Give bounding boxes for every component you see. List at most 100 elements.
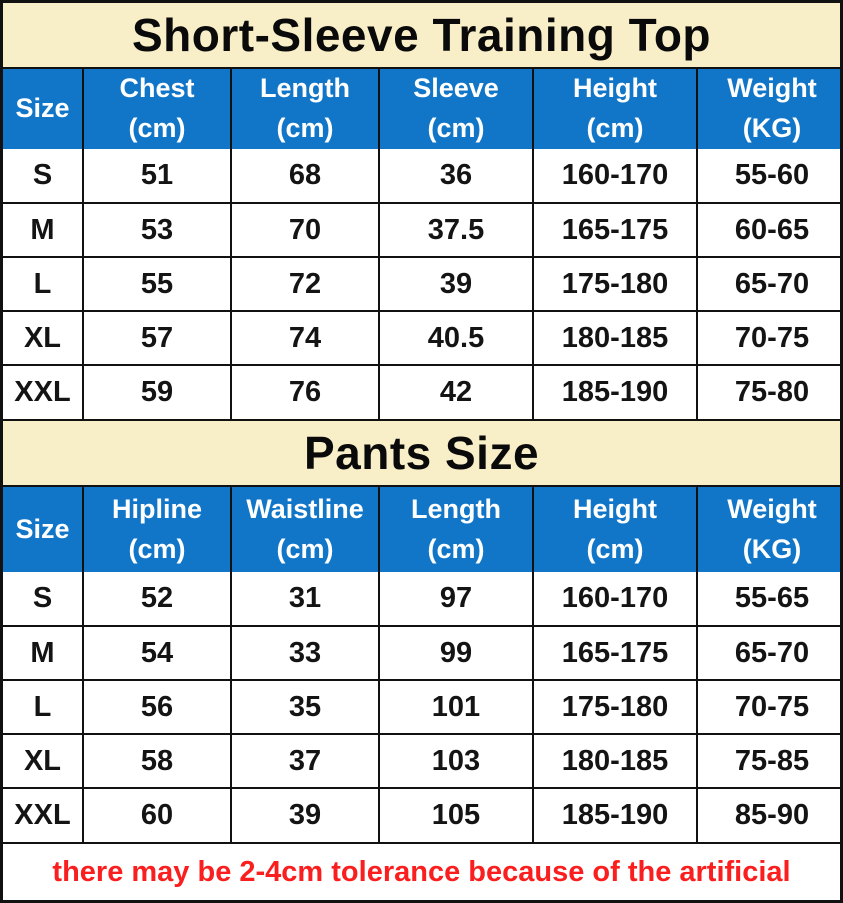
table-cell: 42 bbox=[378, 364, 534, 419]
pants-section-title: Pants Size bbox=[3, 419, 840, 487]
table-cell: 103 bbox=[378, 733, 534, 789]
table-row: L 56 35 101 175-180 70-75 bbox=[3, 679, 840, 735]
column-header-label: Weight bbox=[727, 73, 817, 104]
table-cell: 35 bbox=[230, 679, 380, 735]
column-header-unit: (cm) bbox=[276, 113, 334, 143]
size-cell: L bbox=[3, 256, 84, 312]
table-cell: 175-180 bbox=[532, 256, 698, 312]
column-header-length: Length (cm) bbox=[230, 69, 380, 149]
table-cell: 65-70 bbox=[696, 256, 840, 312]
table-cell: 31 bbox=[230, 572, 380, 627]
column-header-size: Size bbox=[3, 69, 84, 149]
size-cell: S bbox=[3, 149, 84, 204]
pants-header-row: Size Hipline (cm) Waistline (cm) Length (cm… bbox=[3, 487, 840, 572]
column-header-label: Size bbox=[15, 513, 70, 544]
size-cell: XXL bbox=[3, 787, 84, 842]
table-cell: 39 bbox=[378, 256, 534, 312]
column-header-label: Hipline bbox=[111, 493, 202, 524]
column-header-unit: (cm) bbox=[276, 533, 334, 564]
table-cell: 37.5 bbox=[378, 202, 534, 258]
table-cell: 85-90 bbox=[696, 787, 840, 842]
column-header-chest: Chest (cm) bbox=[82, 69, 232, 149]
table-row: M 54 33 99 165-175 65-70 bbox=[3, 625, 840, 681]
table-cell: 60-65 bbox=[696, 202, 840, 258]
column-header-size: Size bbox=[3, 487, 84, 572]
column-header-unit: (KG) bbox=[742, 113, 802, 143]
table-cell: 70-75 bbox=[696, 310, 840, 366]
column-header-label: Length bbox=[411, 493, 501, 524]
size-cell: S bbox=[3, 572, 84, 627]
table-cell: 76 bbox=[230, 364, 380, 419]
table-cell: 52 bbox=[82, 572, 232, 627]
table-cell: 75-80 bbox=[696, 364, 840, 419]
size-cell: XXL bbox=[3, 364, 84, 419]
table-cell: 33 bbox=[230, 625, 380, 681]
table-cell: 70-75 bbox=[696, 679, 840, 735]
column-header-label: Height bbox=[573, 73, 657, 104]
table-row: XL 57 74 40.5 180-185 70-75 bbox=[3, 310, 840, 366]
table-cell: 40.5 bbox=[378, 310, 534, 366]
table-cell: 53 bbox=[82, 202, 232, 258]
pants-size-table: Size Hipline (cm) Waistline (cm) Length (cm… bbox=[3, 487, 840, 842]
table-row: S 51 68 36 160-170 55-60 bbox=[3, 149, 840, 204]
table-row: S 52 31 97 160-170 55-65 bbox=[3, 572, 840, 627]
column-header-label: Sleeve bbox=[413, 73, 499, 104]
table-cell: 51 bbox=[82, 149, 232, 204]
column-header-unit: (cm) bbox=[586, 113, 644, 143]
column-header-length: Length (cm) bbox=[378, 487, 534, 572]
column-header-label: Chest bbox=[119, 73, 195, 104]
table-cell: 160-170 bbox=[532, 149, 698, 204]
size-cell: M bbox=[3, 625, 84, 681]
column-header-unit: (cm) bbox=[128, 113, 186, 143]
column-header-label: Length bbox=[260, 73, 350, 104]
column-header-weight: Weight (KG) bbox=[696, 69, 840, 149]
table-cell: 101 bbox=[378, 679, 534, 735]
table-cell: 180-185 bbox=[532, 310, 698, 366]
table-row: XXL 60 39 105 185-190 85-90 bbox=[3, 787, 840, 842]
column-header-waistline: Waistline (cm) bbox=[230, 487, 380, 572]
table-cell: 39 bbox=[230, 787, 380, 842]
size-cell: L bbox=[3, 679, 84, 735]
size-cell: XL bbox=[3, 310, 84, 366]
table-cell: 99 bbox=[378, 625, 534, 681]
top-section-title: Short-Sleeve Training Top bbox=[3, 3, 840, 69]
table-cell: 65-70 bbox=[696, 625, 840, 681]
top-size-table: Size Chest (cm) Length (cm) Sleeve (cm) Hei… bbox=[3, 69, 840, 419]
table-cell: 54 bbox=[82, 625, 232, 681]
table-cell: 68 bbox=[230, 149, 380, 204]
column-header-sleeve: Sleeve (cm) bbox=[378, 69, 534, 149]
column-header-unit: (cm) bbox=[586, 533, 644, 564]
column-header-weight: Weight (KG) bbox=[696, 487, 840, 572]
table-cell: 175-180 bbox=[532, 679, 698, 735]
table-cell: 160-170 bbox=[532, 572, 698, 627]
column-header-label: Size bbox=[15, 93, 70, 124]
table-cell: 58 bbox=[82, 733, 232, 789]
top-header-row: Size Chest (cm) Length (cm) Sleeve (cm) Hei… bbox=[3, 69, 840, 149]
table-cell: 180-185 bbox=[532, 733, 698, 789]
table-cell: 185-190 bbox=[532, 364, 698, 419]
table-cell: 57 bbox=[82, 310, 232, 366]
table-cell: 165-175 bbox=[532, 202, 698, 258]
table-cell: 75-85 bbox=[696, 733, 840, 789]
size-cell: XL bbox=[3, 733, 84, 789]
column-header-unit: (KG) bbox=[742, 533, 802, 564]
table-cell: 37 bbox=[230, 733, 380, 789]
column-header-height: Height (cm) bbox=[532, 69, 698, 149]
column-header-unit: (cm) bbox=[128, 533, 186, 564]
table-row: XXL 59 76 42 185-190 75-80 bbox=[3, 364, 840, 419]
tolerance-note: there may be 2-4cm tolerance because of … bbox=[3, 842, 840, 900]
column-header-label: Weight bbox=[727, 493, 817, 524]
table-row: M 53 70 37.5 165-175 60-65 bbox=[3, 202, 840, 258]
table-cell: 70 bbox=[230, 202, 380, 258]
column-header-unit: (cm) bbox=[427, 533, 485, 564]
table-row: XL 58 37 103 180-185 75-85 bbox=[3, 733, 840, 789]
table-cell: 55-65 bbox=[696, 572, 840, 627]
column-header-unit: (cm) bbox=[427, 113, 485, 143]
table-cell: 36 bbox=[378, 149, 534, 204]
table-cell: 185-190 bbox=[532, 787, 698, 842]
table-cell: 55-60 bbox=[696, 149, 840, 204]
table-cell: 97 bbox=[378, 572, 534, 627]
column-header-label: Waistline bbox=[246, 493, 364, 524]
table-cell: 59 bbox=[82, 364, 232, 419]
